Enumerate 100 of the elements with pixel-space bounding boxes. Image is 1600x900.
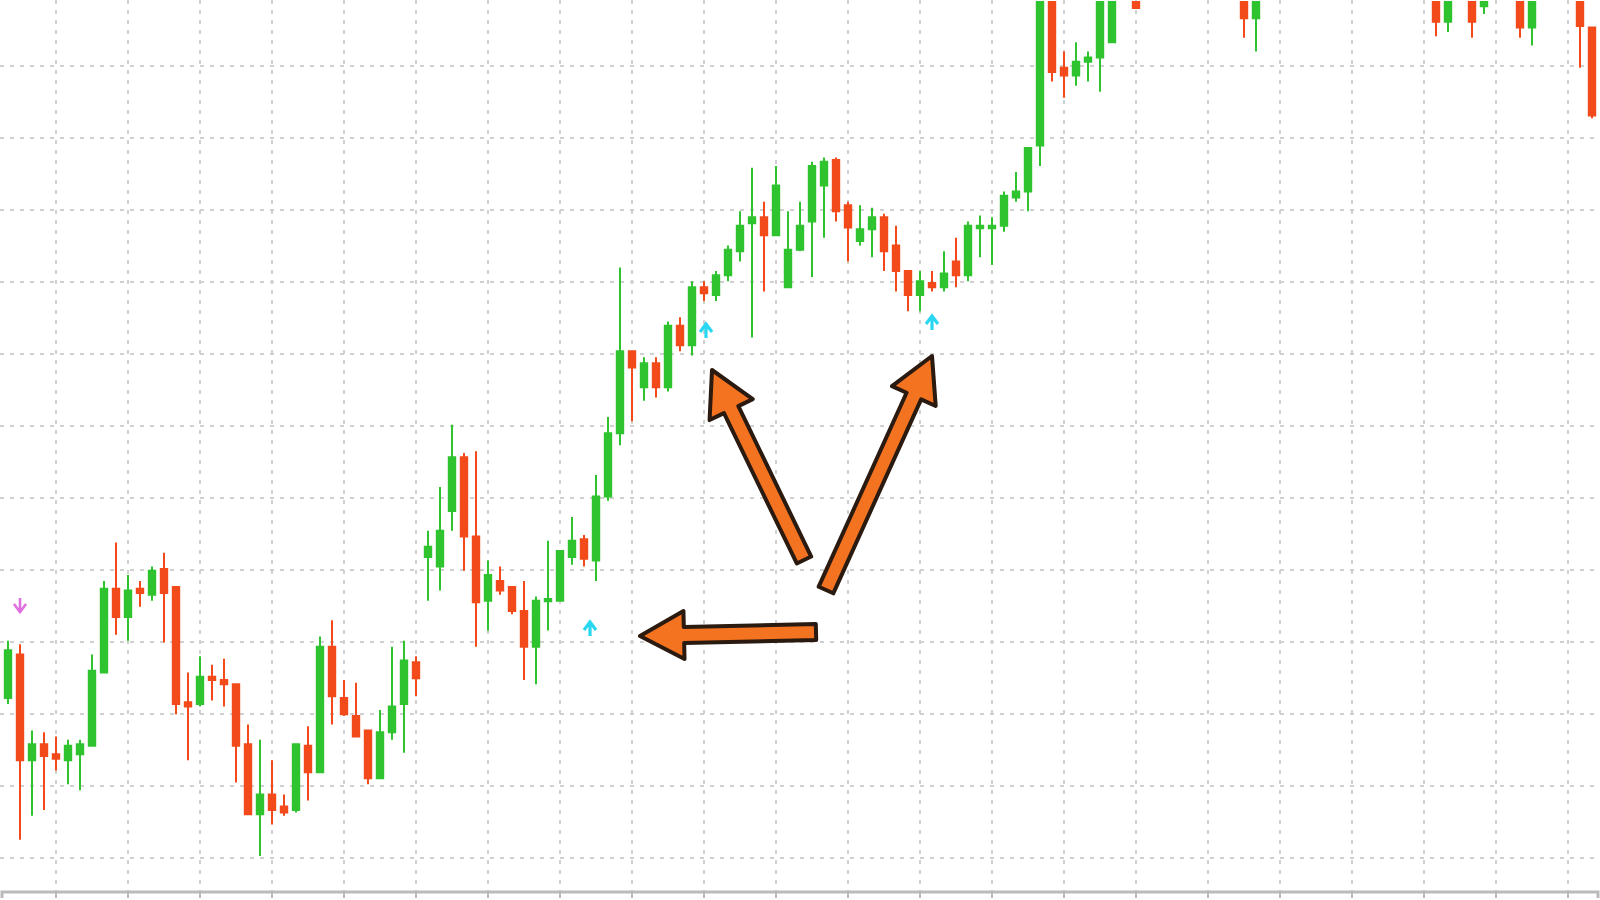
candlestick <box>1035 1 1045 167</box>
candlestick <box>255 738 265 857</box>
candlestick <box>1083 50 1093 83</box>
candlestick <box>663 320 673 393</box>
candlestick <box>831 156 841 223</box>
candlestick <box>543 539 553 632</box>
candlestick <box>387 645 397 741</box>
candlestick <box>1011 170 1021 203</box>
candlestick <box>279 793 289 817</box>
candlestick <box>879 212 889 273</box>
candlestick <box>1131 1 1141 9</box>
candlestick <box>1443 1 1453 33</box>
candlestick <box>567 515 577 566</box>
candlestick <box>231 683 241 784</box>
candlestick <box>951 236 961 289</box>
candlestick <box>771 164 781 237</box>
candlestick <box>1431 1 1441 38</box>
candlestick <box>1467 1 1477 39</box>
candlestick <box>531 595 541 686</box>
candlestick <box>351 681 361 738</box>
candlestick <box>819 156 829 239</box>
candlestick <box>687 280 697 357</box>
candlestick <box>783 210 793 289</box>
candlestick <box>963 220 973 283</box>
candlestick <box>975 214 985 259</box>
candlestick <box>1575 1 1585 69</box>
candlestick <box>267 759 277 826</box>
candlestick <box>1251 1 1261 53</box>
candlestick <box>1479 1 1489 15</box>
candlestick <box>627 350 637 423</box>
candlestick <box>699 280 709 302</box>
candlestick <box>711 270 721 302</box>
candlestick <box>315 635 325 774</box>
candlestick <box>411 655 421 698</box>
candlestick <box>519 580 529 682</box>
candlestick <box>123 574 133 642</box>
candlestick <box>75 738 85 792</box>
candlestick <box>375 708 385 780</box>
candlestick <box>399 639 409 754</box>
candlestick <box>843 200 853 263</box>
candlestick <box>1107 1 1117 44</box>
candlestick <box>1047 1 1057 83</box>
candlestick <box>435 486 445 592</box>
candlestick <box>1095 1 1105 93</box>
candlestick <box>1023 147 1033 213</box>
candlestick <box>27 729 37 817</box>
candlestick <box>759 200 769 293</box>
candlestick <box>99 580 109 674</box>
candlestick <box>855 204 865 247</box>
candlestick <box>39 731 49 811</box>
candlestick <box>363 729 373 786</box>
candlestick <box>747 166 757 339</box>
candlestick <box>147 565 157 602</box>
candlestick <box>1071 41 1081 87</box>
candlestick <box>807 160 817 278</box>
candlestick <box>183 671 193 762</box>
candlestick <box>111 541 121 636</box>
candlestick <box>447 423 457 532</box>
candlestick <box>723 244 733 283</box>
candlestick <box>423 529 433 602</box>
candlestick <box>159 551 169 644</box>
candlestick <box>1059 50 1069 99</box>
candlestick <box>195 655 205 708</box>
candlestick <box>591 474 601 583</box>
candlestick <box>639 356 649 402</box>
candlestick <box>1587 26 1597 120</box>
candlestick <box>1515 1 1525 39</box>
candlestick <box>651 356 661 399</box>
candlestick <box>1527 1 1537 47</box>
candlestick <box>915 270 925 313</box>
candlestick <box>339 679 349 717</box>
candlestick <box>987 216 997 267</box>
candlestick <box>459 451 469 572</box>
candlestick <box>507 585 517 616</box>
candlestick <box>867 206 877 259</box>
candlestick <box>675 316 685 353</box>
candlestick <box>927 270 937 293</box>
candlestick <box>999 190 1009 233</box>
candlestick <box>15 643 25 841</box>
candlestick <box>903 270 913 313</box>
candlestick <box>615 266 625 447</box>
candlestick <box>291 743 301 814</box>
candlestick <box>579 533 589 568</box>
candlestick <box>495 565 505 596</box>
candlestick <box>471 450 481 648</box>
candlestick <box>51 735 61 772</box>
candlestick <box>171 585 181 716</box>
candlestick <box>243 723 253 816</box>
candlestick <box>219 657 229 708</box>
candlestick <box>327 619 337 726</box>
candlestick <box>1239 1 1249 39</box>
candlestick <box>207 663 217 702</box>
candlestick <box>939 250 949 293</box>
candlestick <box>603 416 613 502</box>
candlestick <box>483 559 493 632</box>
candlestick <box>87 653 97 747</box>
candlestick <box>3 639 13 705</box>
candlestick <box>795 200 805 253</box>
candlestick <box>63 738 73 786</box>
candlestick <box>555 550 565 602</box>
